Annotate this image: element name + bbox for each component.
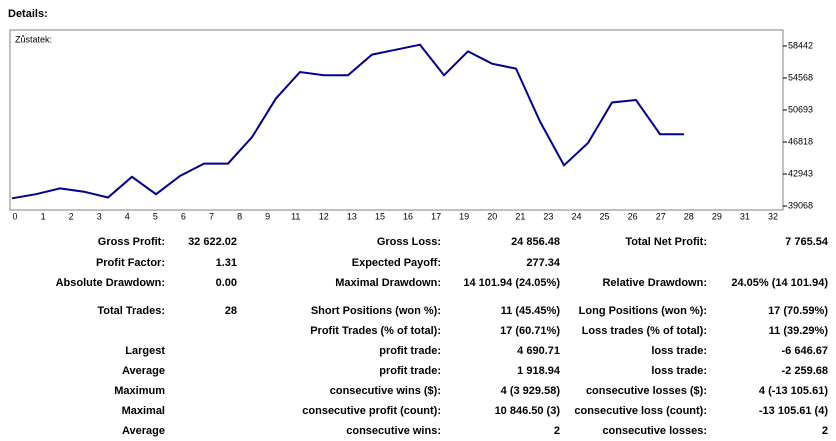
- cell-value: 17 (60.71%): [500, 325, 560, 337]
- cell-value: 11 (39.29%): [769, 325, 829, 337]
- cell-label: consecutive loss (count):: [574, 405, 707, 417]
- cell-value: 0.00: [216, 277, 237, 289]
- x-tick-label: 31: [740, 211, 750, 221]
- cell-label: loss trade:: [651, 365, 707, 377]
- x-tick-label: 20: [487, 211, 497, 221]
- cell-label: consecutive profit (count):: [302, 405, 441, 417]
- cell-value: 24 856.48: [511, 236, 560, 248]
- cell-label: consecutive wins:: [346, 425, 441, 437]
- cell-value: 28: [225, 305, 237, 317]
- cell-value: 7 765.54: [785, 236, 829, 248]
- cell-value: -2 259.68: [782, 365, 828, 377]
- cell-label: Total Trades:: [97, 305, 165, 317]
- x-tick-label: 1: [41, 211, 46, 221]
- cell-value: -13 105.61 (4): [759, 405, 828, 417]
- y-tick-label: 42943: [788, 168, 813, 178]
- cell-label: Relative Drawdown:: [602, 277, 707, 289]
- x-tick-label: 28: [684, 211, 694, 221]
- x-tick-label: 16: [403, 211, 413, 221]
- cell-value: 2: [554, 425, 560, 437]
- x-tick-label: 26: [628, 211, 638, 221]
- cell-value: 4 690.71: [517, 345, 560, 357]
- x-tick-label: 8: [237, 211, 242, 221]
- cell-label: Average: [122, 425, 165, 437]
- details-title: Details:: [8, 8, 48, 20]
- cell-value: 1.31: [216, 257, 237, 269]
- x-tick-label: 13: [347, 211, 357, 221]
- chart-frame: [9, 29, 784, 211]
- cell-value: 1 918.94: [517, 365, 561, 377]
- cell-label: loss trade:: [651, 345, 707, 357]
- x-tick-label: 5: [153, 211, 158, 221]
- chart-title: Zůstatek:: [15, 34, 52, 44]
- cell-value: -6 646.67: [782, 345, 828, 357]
- cell-label: Total Net Profit:: [625, 236, 707, 248]
- cell-label: consecutive losses:: [602, 425, 707, 437]
- cell-label: Loss trades (% of total):: [582, 325, 707, 337]
- cell-label: Maximum: [114, 385, 165, 397]
- x-tick-label: 29: [712, 211, 722, 221]
- x-tick-label: 0: [12, 211, 17, 221]
- y-tick-label: 58442: [788, 40, 813, 50]
- cell-label: Absolute Drawdown:: [56, 277, 165, 289]
- cell-value: 32 622.02: [188, 236, 237, 248]
- cell-value: 17 (70.59%): [768, 305, 828, 317]
- cell-value: 4 (-13 105.61): [759, 385, 828, 397]
- cell-label: Short Positions (won %):: [311, 305, 441, 317]
- x-tick-label: 2: [69, 211, 74, 221]
- cell-value: 14 101.94 (24.05%): [463, 277, 560, 289]
- cell-label: Largest: [125, 345, 165, 357]
- cell-value: 11 (45.45%): [501, 305, 561, 317]
- x-tick-label: 6: [181, 211, 186, 221]
- x-tick-label: 19: [459, 211, 469, 221]
- cell-label: Expected Payoff:: [352, 257, 441, 269]
- cell-label: Long Positions (won %):: [579, 305, 707, 317]
- cell-label: profit trade:: [379, 365, 441, 377]
- cell-label: Gross Profit:: [98, 236, 165, 248]
- balance-line: [11, 43, 684, 200]
- cell-label: Profit Trades (% of total):: [310, 325, 441, 337]
- cell-value: 4 (3 929.58): [501, 385, 561, 397]
- cell-label: consecutive losses ($):: [586, 385, 707, 397]
- cell-label: Average: [122, 365, 165, 377]
- x-tick-label: 24: [571, 211, 581, 221]
- cell-label: Maximal Drawdown:: [335, 277, 441, 289]
- cell-value: 24.05% (14 101.94): [731, 277, 828, 289]
- y-tick-label: 50693: [788, 104, 813, 114]
- cell-value: 277.34: [526, 257, 561, 269]
- cell-value: 10 846.50 (3): [495, 405, 561, 417]
- y-tick-label: 46818: [788, 136, 813, 146]
- x-tick-label: 27: [656, 211, 666, 221]
- x-tick-label: 4: [125, 211, 130, 221]
- x-tick-label: 32: [768, 211, 778, 221]
- x-tick-label: 23: [543, 211, 553, 221]
- x-tick-label: 9: [265, 211, 270, 221]
- x-tick-label: 17: [431, 211, 441, 221]
- x-tick-label: 3: [97, 211, 102, 221]
- cell-value: 2: [822, 425, 828, 437]
- cell-label: Maximal: [122, 405, 165, 417]
- cell-label: consecutive wins ($):: [330, 385, 441, 397]
- x-tick-label: 11: [291, 211, 300, 221]
- x-tick-label: 7: [209, 211, 214, 221]
- x-tick-label: 21: [515, 211, 525, 221]
- cell-label: Gross Loss:: [377, 236, 441, 248]
- cell-label: profit trade:: [379, 345, 441, 357]
- y-tick-label: 39068: [788, 200, 813, 210]
- x-tick-label: 12: [319, 211, 329, 221]
- x-tick-label: 25: [600, 211, 610, 221]
- x-tick-label: 15: [375, 211, 385, 221]
- y-tick-label: 54568: [788, 72, 813, 82]
- cell-label: Profit Factor:: [96, 257, 165, 269]
